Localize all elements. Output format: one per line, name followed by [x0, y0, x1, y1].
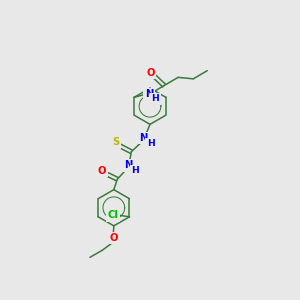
Text: N: N: [145, 89, 153, 99]
Text: H: H: [131, 167, 139, 176]
Text: Cl: Cl: [108, 210, 118, 220]
Text: S: S: [112, 137, 119, 147]
Text: H: H: [147, 139, 154, 148]
Text: N: N: [124, 160, 133, 170]
Text: O: O: [146, 68, 155, 78]
Text: H: H: [152, 94, 159, 103]
Text: O: O: [109, 233, 118, 243]
Text: N: N: [140, 133, 148, 143]
Text: O: O: [98, 166, 106, 176]
